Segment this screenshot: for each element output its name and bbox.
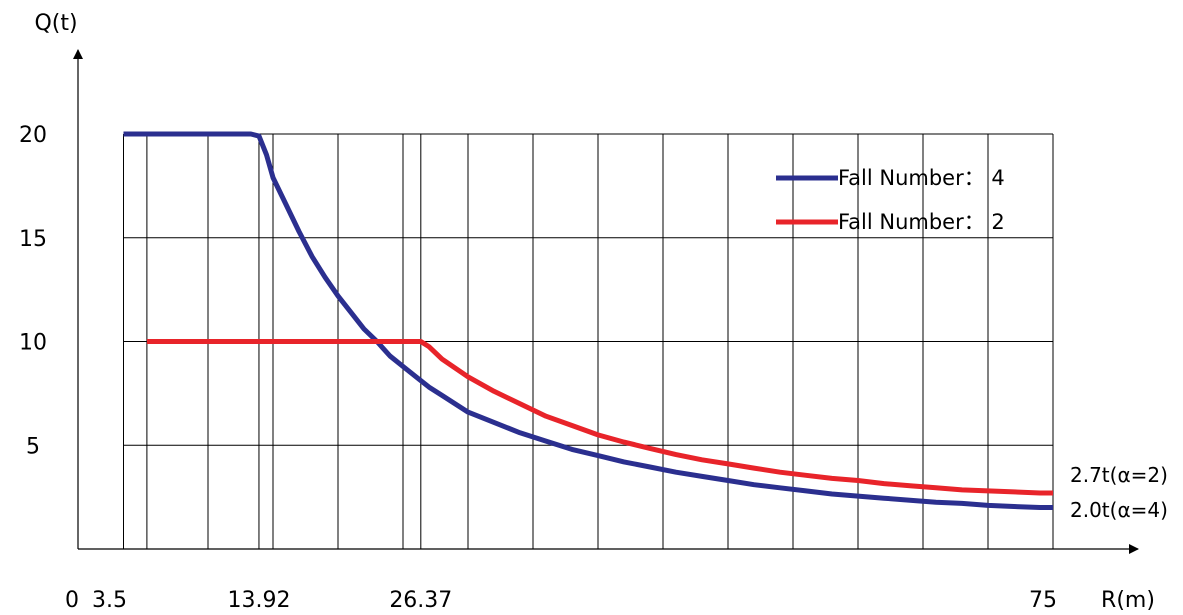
- series-lines: [123, 131, 1053, 510]
- x-tick-label: 26.37: [389, 588, 452, 613]
- x-tick-label: 0: [65, 588, 79, 613]
- y-tick-label: 15: [19, 227, 47, 252]
- y-tick-label: 10: [19, 331, 47, 356]
- grid-lines: [123, 133, 1054, 549]
- y-tick-label: 5: [26, 434, 40, 459]
- legend: Fall Number： 4 Fall Number： 2: [776, 166, 1005, 234]
- end-value-label: 2.0t(α=4): [1070, 498, 1168, 522]
- x-tick-label: 3.5: [92, 588, 127, 613]
- x-tick-label: 13.92: [227, 588, 290, 613]
- legend-entry: Fall Number： 4: [838, 166, 1005, 190]
- series-line: [123, 131, 1053, 510]
- series-line: [146, 339, 1053, 496]
- x-axis-title: R(m): [1101, 588, 1155, 613]
- tick-labels: 5 10 15 20 0 3.5 13.92 26.37 75: [19, 123, 1057, 613]
- axes: R(m) Q(t): [34, 11, 1155, 613]
- end-value-label: 2.7t(α=2): [1070, 463, 1168, 487]
- y-tick-label: 20: [19, 123, 47, 148]
- x-tick-label: 75: [1029, 588, 1057, 613]
- y-axis-title: Q(t): [34, 11, 77, 36]
- end-labels: 2.7t(α=2) 2.0t(α=4): [1070, 463, 1168, 522]
- legend-entry: Fall Number： 2: [838, 210, 1005, 234]
